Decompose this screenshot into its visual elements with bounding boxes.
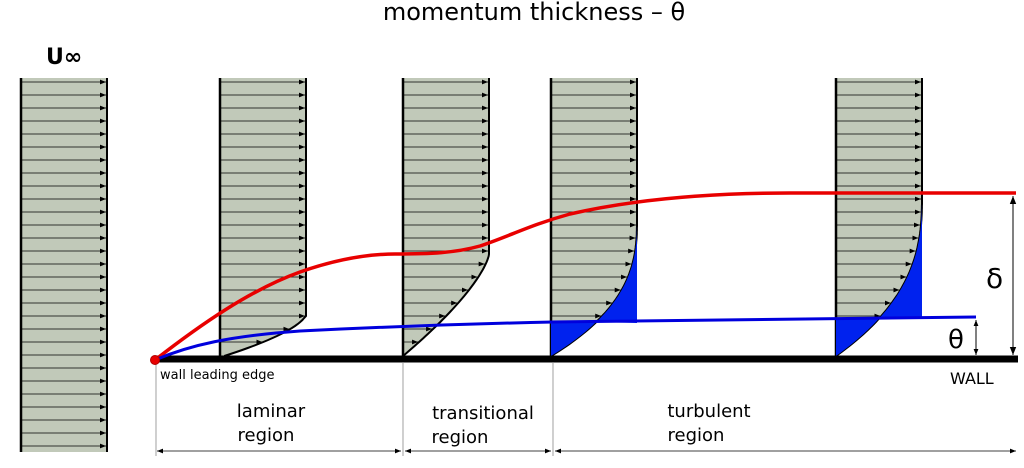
profile-fill: [220, 78, 306, 356]
transitional-region-label-line1: transitional: [432, 403, 534, 424]
deficit-area-lower: [551, 323, 596, 356]
momentum-deficit-areas: [551, 196, 922, 356]
momentum-thickness-curve: [154, 315, 977, 362]
velocity-profile-freestream: [19, 78, 108, 452]
leading-edge-label: wall leading edge: [160, 368, 275, 383]
profile-right-edge: [223, 78, 307, 357]
boundary-layer-thickness-curve: [153, 191, 1016, 362]
velocity-profile-turbulent-2: [834, 78, 923, 357]
deficit-area-lower: [836, 318, 880, 356]
wall-label: WALL: [950, 369, 994, 388]
profile-fill: [21, 78, 107, 452]
leading-edge-marker: [150, 355, 160, 365]
diagram-title: momentum thickness – θ: [383, 0, 685, 26]
profile-fill: [403, 78, 489, 356]
laminar-region-label-line1: laminar: [237, 401, 306, 422]
deficit-area-upper: [596, 220, 637, 323]
profile-fill: [836, 78, 922, 356]
velocity-profiles: [19, 78, 923, 452]
delta-symbol: δ: [986, 262, 1003, 295]
transitional-region-label-line2: region: [432, 427, 489, 448]
deficit-area-upper: [879, 196, 922, 318]
turbulent-region-label-line1: turbulent: [667, 401, 750, 422]
velocity-profile-laminar: [218, 78, 307, 357]
profile-right-edge: [402, 78, 490, 357]
turbulent-region-label-line2: region: [668, 425, 725, 446]
profile-fill: [551, 78, 637, 356]
velocity-profile-transitional: [401, 78, 490, 357]
freestream-velocity-label: U∞: [46, 45, 82, 70]
theta-symbol: θ: [948, 325, 964, 355]
laminar-region-label-line2: region: [238, 425, 295, 446]
